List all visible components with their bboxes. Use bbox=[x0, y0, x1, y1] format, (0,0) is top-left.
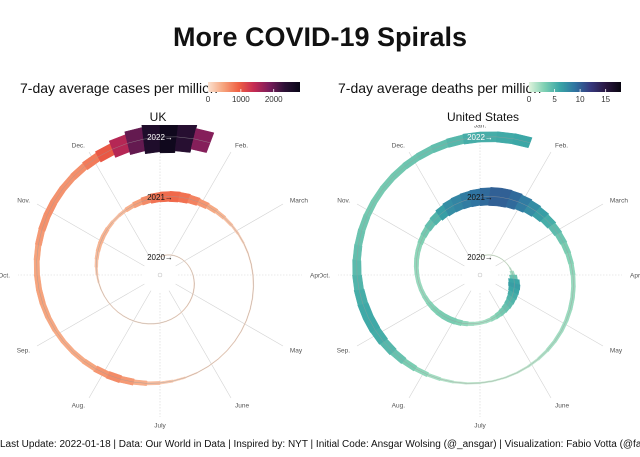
legend-tick-label: 0 bbox=[206, 95, 211, 104]
month-ray bbox=[356, 203, 465, 267]
month-label: Feb. bbox=[235, 143, 248, 150]
month-ray bbox=[175, 203, 284, 267]
month-ray bbox=[88, 151, 152, 260]
month-label: Sep. bbox=[17, 348, 31, 355]
month-label: May bbox=[290, 348, 303, 355]
month-ray bbox=[495, 203, 604, 267]
year-label: 2022→ bbox=[467, 133, 493, 142]
spiral-bands bbox=[352, 131, 576, 385]
spiral-segment bbox=[506, 294, 516, 305]
month-label: Aug. bbox=[392, 402, 406, 409]
year-label: 2020→ bbox=[147, 253, 173, 262]
legend-colorbar-deaths: 0 5 10 15 bbox=[527, 82, 621, 104]
spiral-segment bbox=[496, 187, 513, 208]
year-label: 2020→ bbox=[467, 253, 493, 262]
month-label: June bbox=[235, 402, 249, 409]
month-label: Oct. bbox=[0, 273, 10, 280]
spiral-segment bbox=[523, 200, 542, 217]
month-label: July bbox=[474, 423, 486, 430]
legend-colorbar-cases: 0 1000 2000 bbox=[206, 82, 300, 104]
legend-tick-label: 1000 bbox=[232, 95, 250, 104]
month-label: April bbox=[310, 273, 320, 280]
spiral-segment bbox=[174, 125, 198, 153]
legend-tick-label: 0 bbox=[527, 95, 532, 104]
legend-gradient-bar bbox=[529, 82, 621, 92]
spiral-baseline bbox=[356, 136, 574, 384]
year-label: 2021→ bbox=[467, 193, 493, 202]
year-label: 2022→ bbox=[147, 133, 173, 142]
month-label: Feb. bbox=[555, 143, 568, 150]
month-label: Dec. bbox=[392, 143, 406, 150]
month-ray bbox=[408, 151, 472, 260]
spiral-segment bbox=[159, 125, 179, 154]
month-label: Aug. bbox=[72, 402, 86, 409]
spiral-segment bbox=[507, 289, 519, 301]
month-label: May bbox=[610, 348, 623, 355]
spiral-segment bbox=[548, 222, 563, 237]
spiral-uk: Jan.Feb.MarchAprilMayJuneJulyAug.Sep.Oct… bbox=[0, 125, 320, 430]
legend-tick-label: 15 bbox=[601, 95, 610, 104]
legend-gradient-bar bbox=[208, 82, 300, 92]
month-ray bbox=[168, 290, 232, 399]
month-label: March bbox=[610, 198, 628, 205]
month-label: April bbox=[630, 273, 640, 280]
spiral-segment bbox=[531, 206, 550, 223]
spiral-segment bbox=[514, 194, 533, 213]
year-label: 2021→ bbox=[147, 193, 173, 202]
chart-title: More COVID-19 Spirals bbox=[172, 22, 468, 52]
month-label: Nov. bbox=[17, 198, 30, 205]
month-label: Jan. bbox=[474, 125, 486, 130]
month-label: Dec. bbox=[72, 143, 86, 150]
legend-tick-label: 10 bbox=[576, 95, 585, 104]
month-label: March bbox=[290, 198, 308, 205]
month-ray bbox=[36, 203, 145, 267]
month-rays: Jan.Feb.MarchAprilMayJuneJulyAug.Sep.Oct… bbox=[0, 125, 320, 430]
month-ray bbox=[175, 283, 284, 347]
legend-tick-label: 2000 bbox=[265, 95, 283, 104]
month-ray bbox=[488, 290, 552, 399]
spiral-baseline bbox=[36, 136, 254, 384]
spiral-segment bbox=[141, 125, 161, 155]
month-label: Nov. bbox=[337, 198, 350, 205]
month-ray bbox=[36, 283, 145, 347]
panel-title-us: United States bbox=[446, 110, 520, 124]
month-label: Sep. bbox=[337, 348, 351, 355]
spiral-bands bbox=[33, 125, 255, 386]
legend-title-cases: 7-day average cases per million bbox=[20, 80, 218, 96]
spiral-segment bbox=[504, 298, 514, 310]
month-ray bbox=[408, 290, 472, 399]
month-label: July bbox=[154, 423, 166, 430]
spiral-segment bbox=[190, 128, 215, 153]
spiral-us: Jan. Feb. March April May June July Aug. Sep. Oct… bbox=[320, 125, 640, 430]
spiral-segment bbox=[505, 190, 523, 210]
caption: Last Update: 2022-01-18 | Data: Our Worl… bbox=[0, 439, 640, 450]
legend-tick-label: 5 bbox=[552, 95, 557, 104]
month-label: June bbox=[555, 402, 569, 409]
month-ray bbox=[88, 290, 152, 399]
month-label: Oct. bbox=[320, 273, 330, 280]
panel-title-uk: UK bbox=[149, 110, 167, 124]
legend-title-deaths: 7-day average deaths per million bbox=[338, 80, 542, 96]
